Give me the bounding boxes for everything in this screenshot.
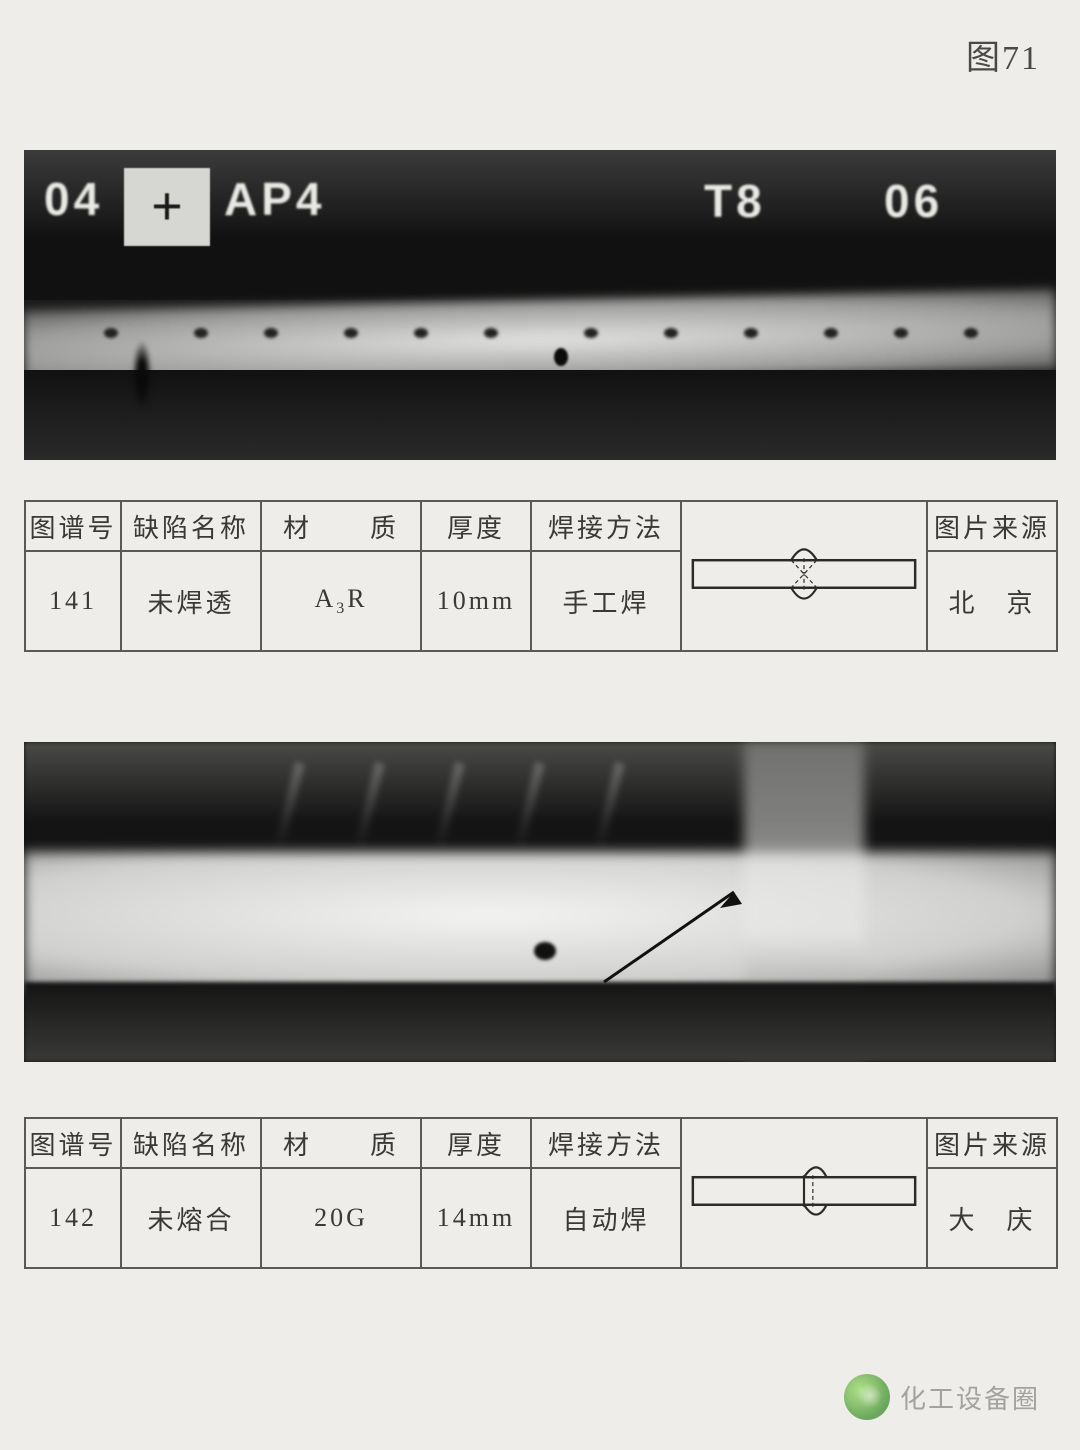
rg1-root-flaw <box>132 340 152 410</box>
radiograph-141: 04 + AP4 T8 06 <box>24 150 1056 460</box>
td-num-142: 142 <box>25 1168 121 1268</box>
radiograph-142 <box>24 742 1056 1062</box>
td-name-141: 未焊透 <box>121 551 261 651</box>
th-source: 图片来源 <box>927 501 1057 551</box>
rg1-dark-spot <box>554 348 568 366</box>
th-thickness: 厚度 <box>421 501 531 551</box>
th-material-2: 材 质 <box>261 1118 421 1168</box>
td-method-141: 手工焊 <box>531 551 681 651</box>
page: 图71 04 + AP4 T8 06 图谱号 缺陷名称 材 质 厚度 焊接方法 <box>0 0 1080 1450</box>
th-method-2: 焊接方法 <box>531 1118 681 1168</box>
rg1-overlay-mid: AP4 <box>224 172 325 226</box>
info-table-142: 图谱号 缺陷名称 材 质 厚度 焊接方法 图片来源 142 未熔合 <box>24 1117 1058 1269</box>
rg1-porosity-row <box>24 328 1056 348</box>
rg2-arrow-icon <box>584 872 784 992</box>
th-thickness-2: 厚度 <box>421 1118 531 1168</box>
info-table-141: 图谱号 缺陷名称 材 质 厚度 焊接方法 图片来源 141 未焊透 <box>24 500 1058 652</box>
rg2-dark-bottom <box>24 982 1056 1062</box>
rg1-dark-bottom <box>24 370 1056 460</box>
td-source-142: 大 庆 <box>927 1168 1057 1268</box>
th-num-2: 图谱号 <box>25 1118 121 1168</box>
rg1-iqi-marker: + <box>124 168 210 246</box>
td-method-142: 自动焊 <box>531 1168 681 1268</box>
th-material: 材 质 <box>261 501 421 551</box>
th-name: 缺陷名称 <box>121 501 261 551</box>
th-method: 焊接方法 <box>531 501 681 551</box>
rg1-overlay-right1: T8 <box>704 174 766 228</box>
wechat-icon <box>844 1374 890 1420</box>
rg2-defect-spot <box>534 942 556 960</box>
weld-diagram-double-v-icon <box>683 528 925 618</box>
td-thickness-142: 14mm <box>421 1168 531 1268</box>
td-material-141: A3R <box>261 551 421 651</box>
rg2-dark-top <box>24 742 1056 857</box>
rg1-overlay-left: 04 <box>44 172 103 226</box>
th-num: 图谱号 <box>25 501 121 551</box>
td-thickness-141: 10mm <box>421 551 531 651</box>
td-material-142: 20G <box>261 1168 421 1268</box>
watermark-text: 化工设备圈 <box>900 1379 1040 1416</box>
rg1-overlay-right2: 06 <box>884 174 943 228</box>
td-source-141: 北 京 <box>927 551 1057 651</box>
rg2-weld-band <box>24 852 1056 992</box>
page-corner-label: 图71 <box>966 30 1040 79</box>
watermark: 化工设备圈 <box>844 1374 1040 1420</box>
td-num-141: 141 <box>25 551 121 651</box>
th-source-2: 图片来源 <box>927 1118 1057 1168</box>
td-weld-diagram-142 <box>681 1118 927 1268</box>
th-name-2: 缺陷名称 <box>121 1118 261 1168</box>
td-weld-diagram-141 <box>681 501 927 651</box>
weld-diagram-double-bevel-icon <box>683 1145 925 1235</box>
td-name-142: 未熔合 <box>121 1168 261 1268</box>
